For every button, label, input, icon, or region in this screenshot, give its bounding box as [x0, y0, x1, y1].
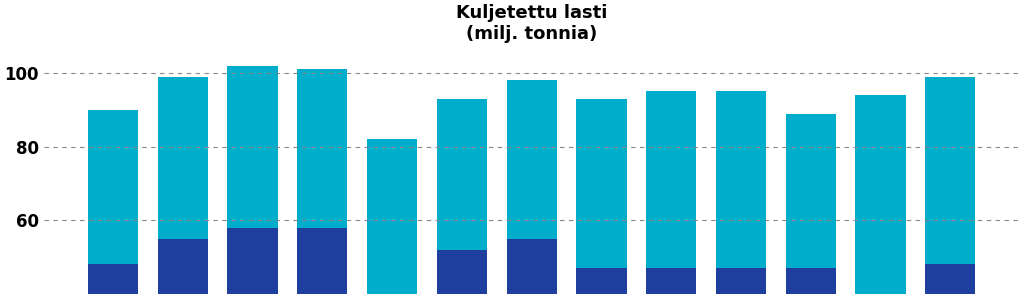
Bar — [227, 66, 278, 298]
Bar — [507, 80, 557, 298]
Bar — [88, 110, 138, 298]
Bar — [716, 268, 766, 298]
Bar — [646, 268, 696, 298]
Bar — [926, 264, 976, 298]
Bar — [785, 114, 836, 298]
Bar — [88, 264, 138, 298]
Title: Kuljetettu lasti
(milj. tonnia): Kuljetettu lasti (milj. tonnia) — [456, 4, 607, 43]
Bar — [158, 239, 208, 298]
Bar — [507, 239, 557, 298]
Bar — [855, 95, 905, 298]
Bar — [577, 99, 627, 298]
Bar — [367, 139, 417, 298]
Bar — [297, 69, 347, 298]
Bar — [297, 228, 347, 298]
Bar — [227, 228, 278, 298]
Bar — [437, 250, 487, 298]
Bar — [437, 99, 487, 298]
Bar — [577, 268, 627, 298]
Bar — [158, 77, 208, 298]
Bar — [646, 91, 696, 298]
Bar — [785, 268, 836, 298]
Bar — [716, 91, 766, 298]
Bar — [926, 77, 976, 298]
